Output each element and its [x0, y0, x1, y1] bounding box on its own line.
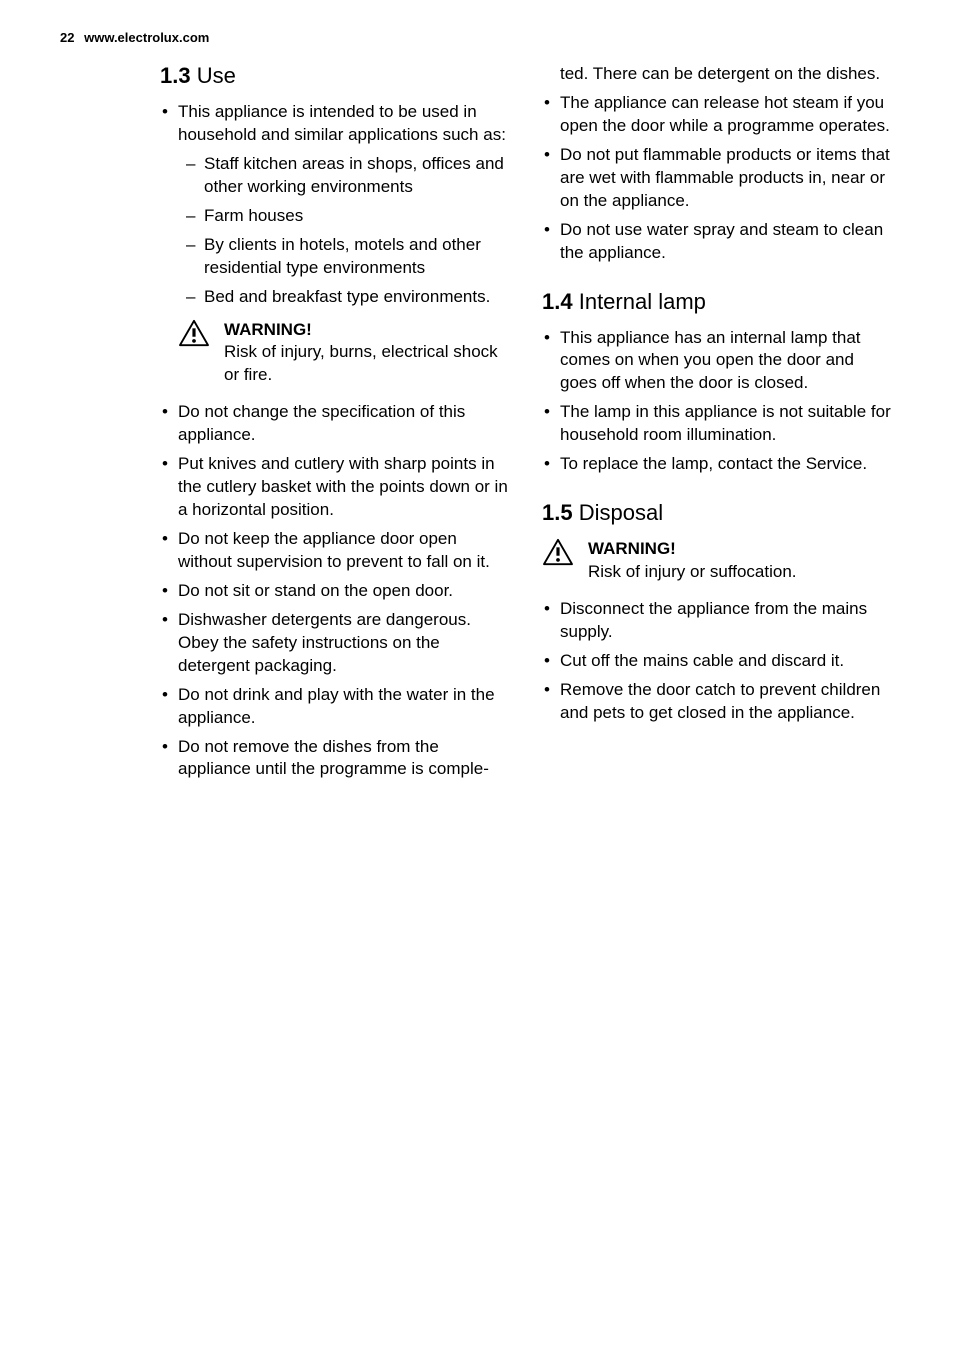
list-item: This appliance has an internal lamp that… — [542, 327, 894, 396]
page-number: 22 — [60, 30, 74, 45]
warning-icon — [178, 319, 210, 347]
list-item: Farm houses — [186, 205, 512, 228]
list-item: The appliance can release hot steam if y… — [542, 92, 894, 138]
right-column: ted. There can be detergent on the dishe… — [542, 63, 894, 787]
section-num: 1.5 — [542, 500, 573, 525]
section-1-5-heading: 1.5 Disposal — [542, 500, 894, 526]
list-item: This appliance is intended to be used in… — [160, 101, 512, 309]
list-item: Do not remove the dishes from the applia… — [160, 736, 512, 782]
section-1-3-list-cont: The appliance can release hot steam if y… — [542, 92, 894, 265]
warning-block-use: WARNING! Risk of injury, burns, electric… — [160, 319, 512, 388]
section-1-3-list-2: Do not change the specification of this … — [160, 401, 512, 781]
section-num: 1.4 — [542, 289, 573, 314]
list-item: Do not sit or stand on the open door. — [160, 580, 512, 603]
section-title: Use — [197, 63, 236, 88]
page-header: 22 www.electrolux.com — [60, 30, 894, 45]
list-item-text: This appliance is intended to be used in… — [178, 102, 506, 144]
section-num: 1.3 — [160, 63, 191, 88]
section-title: Disposal — [579, 500, 663, 525]
list-item: Disconnect the appliance from the mains … — [542, 598, 894, 644]
list-item: By clients in hotels, motels and other r… — [186, 234, 512, 280]
section-1-3-heading: 1.3 Use — [160, 63, 512, 89]
section-title: Internal lamp — [579, 289, 706, 314]
warning-text: WARNING! Risk of injury, burns, electric… — [224, 319, 512, 388]
list-item: Cut off the mains cable and discard it. — [542, 650, 894, 673]
content-columns: 1.3 Use This appliance is intended to be… — [60, 63, 894, 787]
list-item: To replace the lamp, contact the Service… — [542, 453, 894, 476]
section-1-4-list: This appliance has an internal lamp that… — [542, 327, 894, 477]
list-item: Do not keep the appliance door open with… — [160, 528, 512, 574]
section-1-5-list: Disconnect the appliance from the mains … — [542, 598, 894, 725]
warning-text: WARNING! Risk of injury or suffocation. — [588, 538, 797, 584]
list-item: The lamp in this appliance is not suitab… — [542, 401, 894, 447]
list-item: Staff kitchen areas in shops, offices an… — [186, 153, 512, 199]
list-item: Bed and breakfast type environments. — [186, 286, 512, 309]
list-item: Do not use water spray and steam to clea… — [542, 219, 894, 265]
warning-label: WARNING! — [588, 539, 676, 558]
list-item: Remove the door catch to prevent childre… — [542, 679, 894, 725]
list-item: Do not drink and play with the water in … — [160, 684, 512, 730]
continuation-text: ted. There can be detergent on the dishe… — [542, 63, 894, 86]
section-1-4-heading: 1.4 Internal lamp — [542, 289, 894, 315]
section-1-3-list-intro: This appliance is intended to be used in… — [160, 101, 512, 309]
warning-block-disposal: WARNING! Risk of injury or suffocation. — [542, 538, 894, 584]
list-item: Do not put flammable products or items t… — [542, 144, 894, 213]
header-url: www.electrolux.com — [84, 30, 209, 45]
section-1-3-sublist: Staff kitchen areas in shops, offices an… — [178, 153, 512, 309]
warning-icon — [542, 538, 574, 566]
warning-body: Risk of injury, burns, electrical shock … — [224, 342, 498, 384]
list-item: Do not change the specification of this … — [160, 401, 512, 447]
warning-body: Risk of injury or suffocation. — [588, 562, 797, 581]
warning-label: WARNING! — [224, 320, 312, 339]
list-item: Dishwasher detergents are dangerous. Obe… — [160, 609, 512, 678]
list-item: Put knives and cutlery with sharp points… — [160, 453, 512, 522]
left-column: 1.3 Use This appliance is intended to be… — [60, 63, 512, 787]
